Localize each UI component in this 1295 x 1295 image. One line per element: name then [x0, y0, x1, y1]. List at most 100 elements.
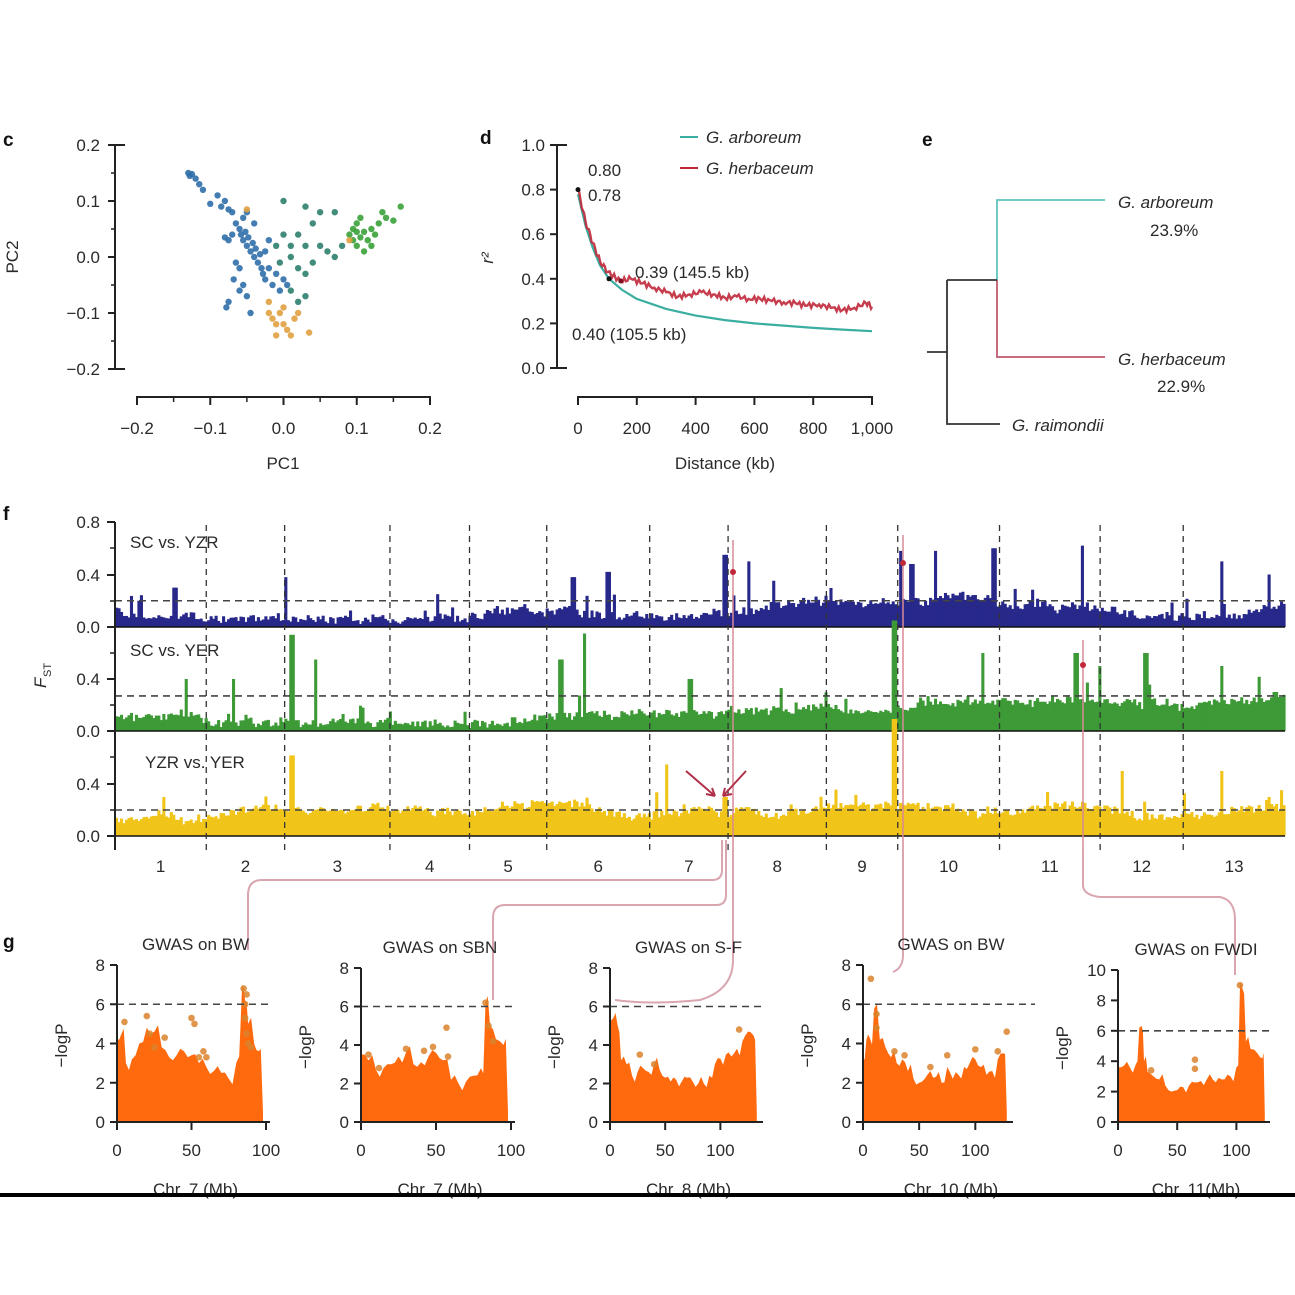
fst-bar-3: [353, 809, 358, 836]
pca-point-orange: [265, 309, 273, 317]
fst-bar-3: [548, 802, 552, 836]
marker-dot-chr10: [900, 560, 906, 566]
fst-bar-1: [983, 597, 987, 627]
fst-bar-1: [441, 618, 445, 627]
fst-bar-2: [722, 714, 726, 731]
fst-bar-1: [978, 600, 982, 627]
fst-bar-1: [620, 619, 624, 627]
fst-bar-2: [871, 712, 875, 731]
fst-bar-2: [336, 720, 340, 731]
fst-bar-2: [911, 707, 915, 731]
pca-point-blue: [199, 186, 207, 193]
fst-bar-2: [973, 699, 977, 731]
pca-point-green: [353, 220, 360, 227]
fst-bar-2: [351, 718, 355, 731]
fst-bar-1: [938, 596, 943, 627]
fst-bar-3: [1222, 814, 1226, 836]
fst-bar-1: [1197, 614, 1201, 627]
fst-bar-2: [418, 726, 422, 731]
fst-bar-1: [597, 612, 602, 627]
fst-bar-3: [358, 805, 363, 836]
fst-bar-2: [515, 723, 519, 731]
fst-bar-3: [1115, 808, 1119, 836]
fst-bar-2: [846, 713, 850, 731]
pca-point-teal: [331, 253, 338, 261]
fst-bar-2: [744, 708, 748, 731]
fst-bar-2: [585, 712, 589, 731]
fst-bar-2: [784, 709, 788, 731]
fst-bar-2: [510, 717, 514, 731]
pca-point-green: [375, 220, 382, 227]
fst-bar-3: [299, 810, 303, 836]
fst-bar-1: [264, 616, 268, 627]
fst-bar-3: [336, 811, 340, 836]
fst-bar-2: [719, 711, 723, 731]
fst-bar-1: [239, 616, 243, 627]
fst-bar-2: [565, 717, 569, 731]
fst-bar-1: [458, 621, 462, 627]
fst-bar-2: [368, 723, 372, 731]
fst-bar-1: [861, 607, 865, 627]
fst-bar-3: [508, 807, 512, 836]
pca-point-green: [364, 237, 371, 244]
pca-point-green: [371, 231, 379, 238]
branch-herbaceum: [996, 280, 1105, 358]
fst-bar-2: [232, 679, 236, 731]
fst-bar-2: [411, 721, 415, 731]
fst-bar-1: [866, 604, 870, 627]
fst-bar-3: [144, 816, 148, 836]
fst-bar-3: [1165, 817, 1169, 836]
fst-bar-1: [316, 616, 320, 627]
fst-bar-1: [655, 615, 659, 627]
fst-bar-3: [704, 810, 709, 836]
fst-bar-2: [212, 726, 216, 731]
gwas-x-tick-label: 0: [112, 1141, 121, 1160]
fst-bar-1: [413, 617, 417, 627]
fst-bar-2: [366, 721, 370, 731]
fst-bar-2: [1227, 704, 1231, 731]
fst-bar-1: [391, 619, 395, 627]
gwas-point: [203, 1053, 210, 1061]
fst-bar-1: [831, 600, 836, 627]
fst-bar-2: [578, 695, 582, 731]
fst-bar-3: [518, 804, 522, 836]
fst-bar-1: [573, 577, 577, 628]
fst-bar-3: [184, 821, 188, 836]
gwas-y-tick-label: 0: [842, 1113, 851, 1132]
fst-bar-1: [968, 596, 972, 627]
fst-tick-label: 0.0: [76, 722, 100, 741]
fst-bar-2: [931, 704, 935, 731]
fst-bar-2: [388, 711, 392, 731]
gwas-x-tick-label: 100: [497, 1141, 525, 1160]
fst-bar-3: [1192, 817, 1196, 836]
fst-bar-1: [1090, 609, 1094, 627]
fst-bar-3: [461, 814, 465, 836]
fst-bar-1: [610, 612, 614, 627]
pca-point-blue: [221, 234, 229, 241]
fst-bar-1: [821, 602, 826, 627]
fst-bar-2: [1262, 701, 1266, 731]
fst-bar-1: [782, 605, 786, 627]
fst-bar-1: [535, 613, 539, 627]
gwas-point: [375, 1064, 383, 1072]
ld-start-point: [575, 187, 581, 193]
fst-bar-3: [149, 816, 153, 836]
fst-bar-1: [533, 614, 537, 627]
fst-bar-2: [1043, 701, 1047, 731]
fst-bar-3: [276, 809, 280, 836]
fst-bar-1: [1011, 608, 1015, 627]
fst-bar-3: [924, 809, 928, 836]
fst-bar-1: [759, 608, 763, 627]
fst-bar-1: [349, 610, 353, 627]
gwas-point: [243, 991, 250, 998]
gwas-x-tick-label: 50: [427, 1141, 446, 1160]
fst-bar-3: [734, 807, 738, 836]
gwas-title: GWAS on S-F: [635, 938, 742, 957]
fst-bar-1: [553, 614, 557, 627]
fst-bar-1: [192, 612, 196, 627]
fst-bar-3: [993, 807, 997, 836]
gwas-point: [161, 1034, 168, 1041]
fst-bar-2: [356, 718, 360, 731]
fst-bar-2: [378, 719, 382, 731]
